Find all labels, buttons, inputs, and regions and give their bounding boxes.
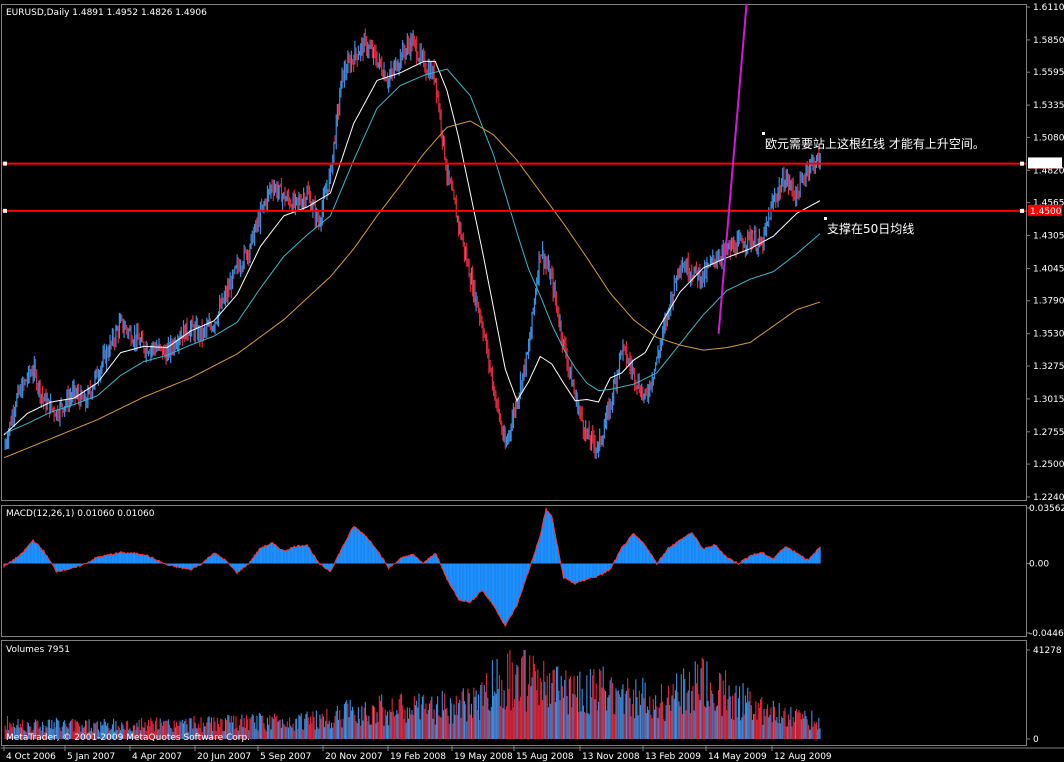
macd-signal-line bbox=[3, 506, 821, 628]
price-tick-label: 1.4820 bbox=[1033, 166, 1064, 176]
x-tick-label: 13 Nov 2008 bbox=[582, 752, 640, 762]
price-tick-label: 1.4305 bbox=[1033, 232, 1064, 242]
price-tick-label: 1.3015 bbox=[1033, 395, 1064, 405]
copyright-note: MetaTrader, © 2001-2009 MetaQuotes Softw… bbox=[6, 733, 250, 743]
annotation-anchor-1 bbox=[762, 132, 765, 135]
volume-panel-title: Volumes 7951 bbox=[6, 645, 70, 655]
price-tick-label: 1.4045 bbox=[1033, 264, 1064, 274]
support-line-handle-left bbox=[3, 208, 7, 213]
macd-panel bbox=[1, 505, 1027, 637]
price-tick-label: 1.2500 bbox=[1033, 460, 1064, 470]
x-tick-label: 20 Jun 2007 bbox=[197, 752, 251, 762]
x-tick-label: 14 May 2009 bbox=[708, 752, 767, 762]
volume-tick-label: 41278 bbox=[1033, 646, 1062, 656]
candles bbox=[4, 28, 821, 459]
price-label: 1.4500 bbox=[1030, 207, 1062, 217]
x-tick-label: 20 Nov 2007 bbox=[325, 752, 383, 762]
price-tick-label: 1.5850 bbox=[1033, 36, 1064, 46]
price-tick-label: 1.2755 bbox=[1033, 428, 1064, 438]
macd-tick-label: 0.00 bbox=[1029, 559, 1049, 569]
macd-histogram bbox=[3, 508, 821, 627]
price-tick-label: 1.3530 bbox=[1033, 330, 1064, 340]
price-tick-label: 1.3275 bbox=[1033, 362, 1064, 372]
price-panel bbox=[1, 4, 1027, 501]
moving-average-slow bbox=[3, 120, 821, 459]
macd-panel-title: MACD(12,26,1) 0.01060 0.01060 bbox=[6, 509, 155, 519]
x-tick-label: 13 Feb 2009 bbox=[645, 752, 701, 762]
macd-tick-label: -0.04462 bbox=[1029, 629, 1064, 639]
resistance-note: 欧元需要站上这根红线 才能有上升空间。 bbox=[765, 136, 985, 151]
price-tick-label: 1.6110 bbox=[1033, 3, 1064, 13]
x-tick-label: 5 Sep 2007 bbox=[260, 752, 311, 762]
x-tick-label: 15 Aug 2008 bbox=[516, 752, 574, 762]
resistance-line-handle-right bbox=[1020, 161, 1024, 166]
resistance-line-handle-left bbox=[3, 161, 7, 166]
price-panel-title: EURUSD,Daily 1.4891 1.4952 1.4826 1.4906 bbox=[6, 8, 207, 18]
moving-average-fast bbox=[3, 60, 821, 436]
price-tick-label: 1.3790 bbox=[1033, 297, 1064, 307]
price-tick-label: 1.4565 bbox=[1033, 199, 1064, 209]
price-tick-label: 1.2240 bbox=[1033, 493, 1064, 503]
x-tick-label: 5 Jan 2007 bbox=[67, 752, 115, 762]
price-label-box bbox=[1028, 157, 1062, 169]
volume-tick-label: 0 bbox=[1033, 735, 1039, 745]
trend-line bbox=[717, 3, 748, 334]
support-note: 支撑在50日均线 bbox=[827, 221, 914, 236]
macd-tick-label: 0.03562 bbox=[1029, 504, 1064, 514]
x-tick-label: 19 May 2008 bbox=[454, 752, 513, 762]
x-tick-label: 19 Feb 2008 bbox=[390, 752, 446, 762]
x-tick-label: 12 Aug 2009 bbox=[774, 752, 832, 762]
price-label-box bbox=[1028, 204, 1062, 216]
moving-average-mid bbox=[3, 68, 821, 435]
price-label: 1.4906 bbox=[1030, 159, 1062, 169]
price-tick-label: 1.5080 bbox=[1033, 133, 1064, 143]
volume-bars bbox=[4, 650, 821, 739]
support-line-handle-right bbox=[1020, 208, 1024, 213]
x-tick-label: 4 Oct 2006 bbox=[6, 752, 56, 762]
price-tick-label: 1.5335 bbox=[1033, 101, 1064, 111]
price-tick-label: 1.5595 bbox=[1033, 68, 1064, 78]
x-tick-label: 4 Apr 2007 bbox=[132, 752, 182, 762]
annotation-anchor-2 bbox=[824, 217, 827, 220]
